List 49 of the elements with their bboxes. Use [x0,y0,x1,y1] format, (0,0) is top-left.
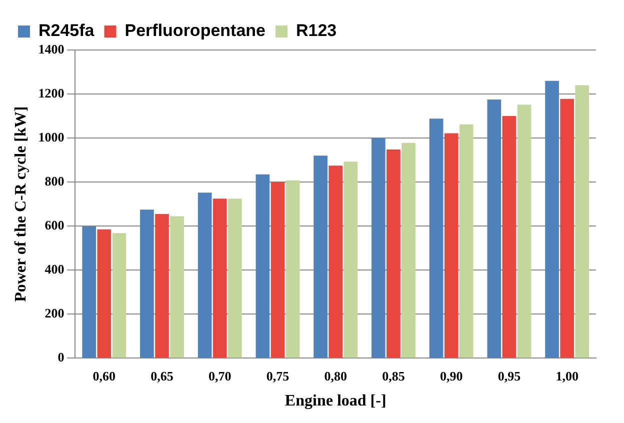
x-tick-label: 0,80 [324,368,347,384]
legend-label: R123 [296,21,337,40]
bar [314,156,328,358]
bar [487,100,502,358]
bar [502,116,516,358]
bar [328,166,343,358]
bar [212,198,227,358]
x-tick-label: 0,70 [208,368,232,384]
bar [429,118,444,358]
bar [82,226,96,358]
x-tick-label: 0,95 [498,368,522,384]
bar [228,198,242,358]
legend-label: R245fa [38,21,95,40]
bar [402,142,416,358]
y-tick-label: 600 [44,217,64,232]
bar [256,174,270,358]
y-tick-label: 0 [58,350,64,365]
bar [97,229,112,358]
x-tick-label: 0,75 [266,368,290,384]
bar [140,210,154,358]
bar [575,85,590,358]
y-tick-label: 1200 [38,85,64,100]
legend-label: Perfluoropentane [124,21,266,40]
bar [560,98,574,358]
bar [459,124,474,358]
bar [155,214,169,358]
bar [344,162,358,358]
y-tick-label: 200 [44,306,64,321]
y-tick-label: 1400 [38,41,64,56]
bar [386,150,400,358]
bar [270,182,285,358]
x-tick-label: 0,65 [150,368,174,384]
bar [517,104,532,358]
x-tick-label: 0,90 [440,368,463,384]
bar [170,216,184,358]
x-tick-label: 0,60 [92,368,116,384]
bar [112,233,126,358]
y-tick-label: 1000 [38,129,64,144]
x-axis-title: Engine load [-] [284,392,386,410]
y-tick-label: 400 [44,262,64,276]
bar [444,133,458,358]
bar [286,180,300,358]
bar [198,192,212,358]
x-tick-label: 0,85 [382,368,406,384]
y-tick-label: 800 [44,173,64,188]
bar [545,80,559,358]
x-tick-label: 1,00 [556,368,578,384]
bar [372,138,386,358]
y-axis-title: Power of the C-R cycle [kW] [12,106,30,302]
